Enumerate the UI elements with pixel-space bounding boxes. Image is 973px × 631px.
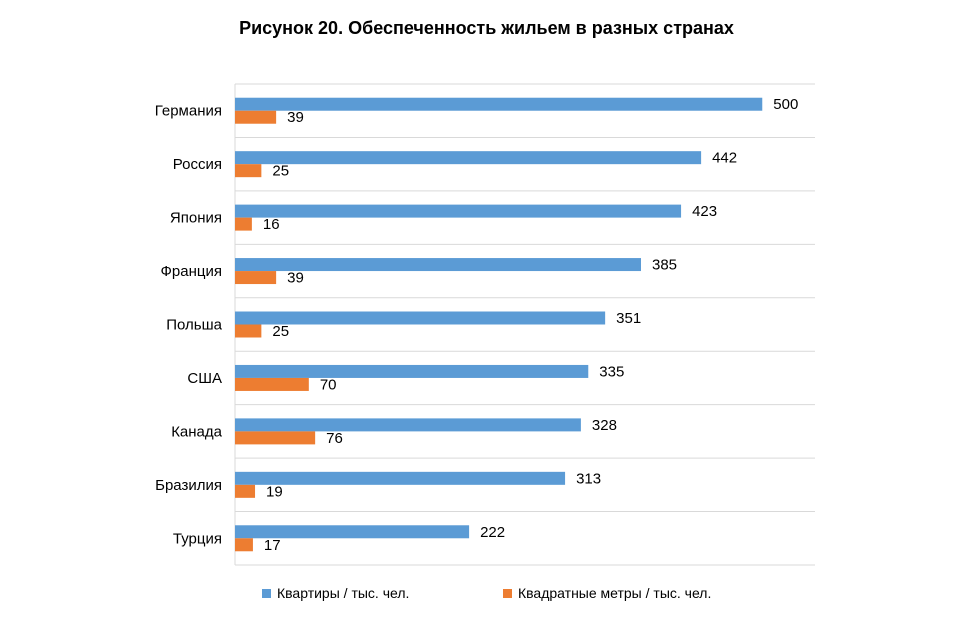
data-label-apartments: 222	[480, 524, 505, 541]
bar-square-meters	[235, 324, 262, 338]
bar-apartments	[235, 311, 606, 325]
data-label-apartments: 423	[692, 203, 717, 220]
data-label-square-meters: 70	[320, 376, 337, 393]
category-label: Канада	[171, 423, 222, 440]
category-label: США	[187, 370, 222, 387]
legend-label-apartments: Квартиры / тыс. чел.	[277, 585, 410, 601]
bar-square-meters	[235, 538, 253, 552]
category-label: Германия	[155, 103, 222, 120]
data-label-square-meters: 16	[263, 216, 280, 233]
legend-item-square-meters: Квадратные метры / тыс. чел.	[503, 585, 711, 601]
data-label-square-meters: 19	[266, 483, 283, 500]
data-label-apartments: 335	[599, 363, 624, 380]
bar-apartments	[235, 471, 566, 485]
legend-item-apartments: Квартиры / тыс. чел.	[262, 585, 409, 601]
bar-apartments	[235, 204, 682, 218]
data-label-square-meters: 25	[272, 163, 289, 180]
bar-square-meters	[235, 271, 277, 285]
bar-apartments	[235, 418, 581, 432]
category-label: Япония	[170, 210, 222, 227]
data-label-apartments: 500	[773, 96, 798, 113]
bar-square-meters	[235, 431, 316, 445]
category-label: Россия	[173, 156, 222, 173]
bar-square-meters	[235, 110, 277, 124]
legend-label-square-meters: Квадратные метры / тыс. чел.	[518, 585, 712, 601]
data-label-square-meters: 25	[272, 323, 289, 340]
bar-apartments	[235, 97, 763, 111]
bar-apartments	[235, 258, 641, 272]
bar-apartments	[235, 151, 702, 165]
data-label-apartments: 442	[712, 150, 737, 167]
category-label: Бразилия	[155, 477, 222, 494]
category-label: Турция	[173, 530, 222, 547]
data-label-apartments: 385	[652, 257, 677, 274]
data-label-square-meters: 76	[326, 430, 343, 447]
chart-title: Рисунок 20. Обеспеченность жильем в разн…	[239, 18, 734, 38]
data-label-apartments: 351	[616, 310, 641, 327]
category-label: Франция	[161, 263, 222, 280]
bar-square-meters	[235, 164, 262, 178]
data-label-apartments: 313	[576, 470, 601, 487]
bar-apartments	[235, 364, 589, 378]
legend-swatch-square-meters	[503, 588, 512, 598]
data-label-square-meters: 39	[287, 109, 304, 126]
legend-swatch-apartments	[262, 588, 271, 598]
bar-square-meters	[235, 484, 256, 498]
bar-apartments	[235, 525, 470, 539]
bar-square-meters	[235, 377, 309, 391]
data-label-apartments: 328	[592, 417, 617, 434]
data-label-square-meters: 39	[287, 270, 304, 287]
bar-square-meters	[235, 217, 252, 231]
category-label: Польша	[166, 317, 222, 334]
data-label-square-meters: 17	[264, 537, 281, 554]
